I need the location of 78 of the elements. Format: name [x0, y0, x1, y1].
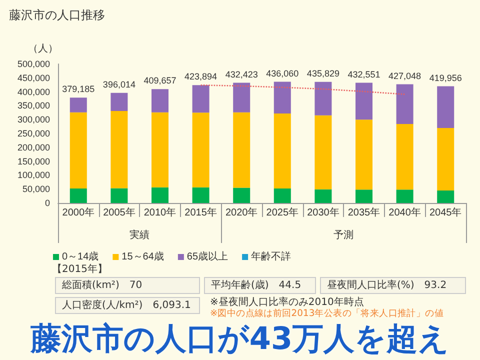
text: 人口密度(人/km²) 6,093.1 [55, 297, 200, 314]
bar [70, 112, 87, 189]
bar [152, 89, 168, 112]
bar [396, 190, 414, 203]
bar [356, 120, 372, 190]
text: ※図中の点線は前回2013年公表の「将来人口推計」の値 [210, 308, 444, 320]
x-tick-label: 2015年 [184, 206, 217, 218]
x-tick-label: 2030年 [307, 206, 340, 218]
y-tick-label: 0 [44, 198, 50, 208]
bar [274, 188, 291, 203]
bar [437, 128, 454, 190]
x-tick-label: 2040年 [388, 206, 421, 218]
y-tick-label: 200,000 [17, 142, 50, 152]
total-label: 423,894 [184, 72, 218, 82]
legend-label: 年齢不詳 [251, 250, 292, 262]
y-tick-label: 400,000 [17, 86, 50, 97]
y-tick-label: 500,000 [17, 59, 50, 69]
bar [356, 190, 372, 203]
legend-label: 15～64歳 [122, 250, 164, 262]
bar [110, 188, 128, 203]
text: 予測 [334, 228, 354, 242]
text: 藤沢市の人口が43万人を超え [29, 320, 451, 359]
text: 【2015年】 [52, 262, 108, 276]
total-label: 432,423 [225, 69, 258, 80]
y-tick-label: 100,000 [17, 170, 50, 180]
y-tick-label: 250,000 [17, 128, 50, 138]
bar [396, 84, 414, 124]
bar [152, 187, 168, 203]
bar [110, 110, 128, 188]
y-tick-label: 300,000 [17, 114, 50, 125]
total-label: 396,014 [102, 79, 136, 90]
text: 昼夜間人口比率(%) 93.2 [320, 277, 466, 294]
text: 平均年齢(歳) 44.5 [204, 277, 316, 294]
x-tick-label: 2045年 [429, 206, 462, 218]
total-label: 409,657 [144, 76, 176, 86]
bar [233, 82, 250, 112]
text: ※昼夜間人口比率のみ2010年時点 [210, 296, 364, 308]
bar [356, 82, 372, 120]
legend-label: 0～14歳 [62, 250, 99, 262]
y-tick-label: 450,000 [17, 72, 50, 83]
legend-label: 65歳以上 [186, 250, 228, 262]
bar [274, 113, 291, 189]
y-tick-label: 50,000 [22, 184, 50, 194]
y-tick-label: 350,000 [17, 100, 50, 111]
total-label: 419,956 [429, 72, 462, 83]
y-tick-label: 150,000 [17, 156, 50, 166]
text: 総面積(km²) 70 [55, 277, 200, 294]
bar [192, 187, 210, 203]
bar [437, 190, 454, 203]
total-label: 435,829 [306, 68, 340, 78]
bar [274, 82, 291, 114]
bar [70, 98, 87, 112]
bar [152, 112, 168, 188]
total-label: 436,060 [266, 68, 299, 78]
x-tick-label: 2000年 [62, 206, 95, 218]
x-tick-label: 2005年 [103, 206, 136, 218]
line-series [200, 84, 406, 95]
x-tick-label: 2010年 [144, 206, 176, 218]
bar [233, 188, 250, 203]
bar [70, 188, 87, 203]
total-label: 427,048 [388, 70, 422, 81]
total-label: 432,551 [348, 69, 380, 80]
bar [192, 112, 210, 188]
x-tick-label: 2025年 [266, 206, 299, 218]
bar [314, 115, 332, 190]
bar [233, 112, 250, 188]
bar [314, 189, 332, 203]
x-tick-label: 2035年 [348, 206, 380, 218]
bar [314, 82, 332, 116]
text: 実績 [130, 228, 150, 242]
bar [396, 124, 414, 190]
chart-title: 藤沢市の人口推移 [9, 8, 105, 22]
bar [437, 86, 454, 128]
bar [192, 85, 210, 113]
y-axis-title: （人） [28, 44, 58, 54]
total-label: 379,185 [62, 84, 95, 94]
bar [110, 92, 128, 111]
x-tick-label: 2020年 [225, 206, 258, 218]
